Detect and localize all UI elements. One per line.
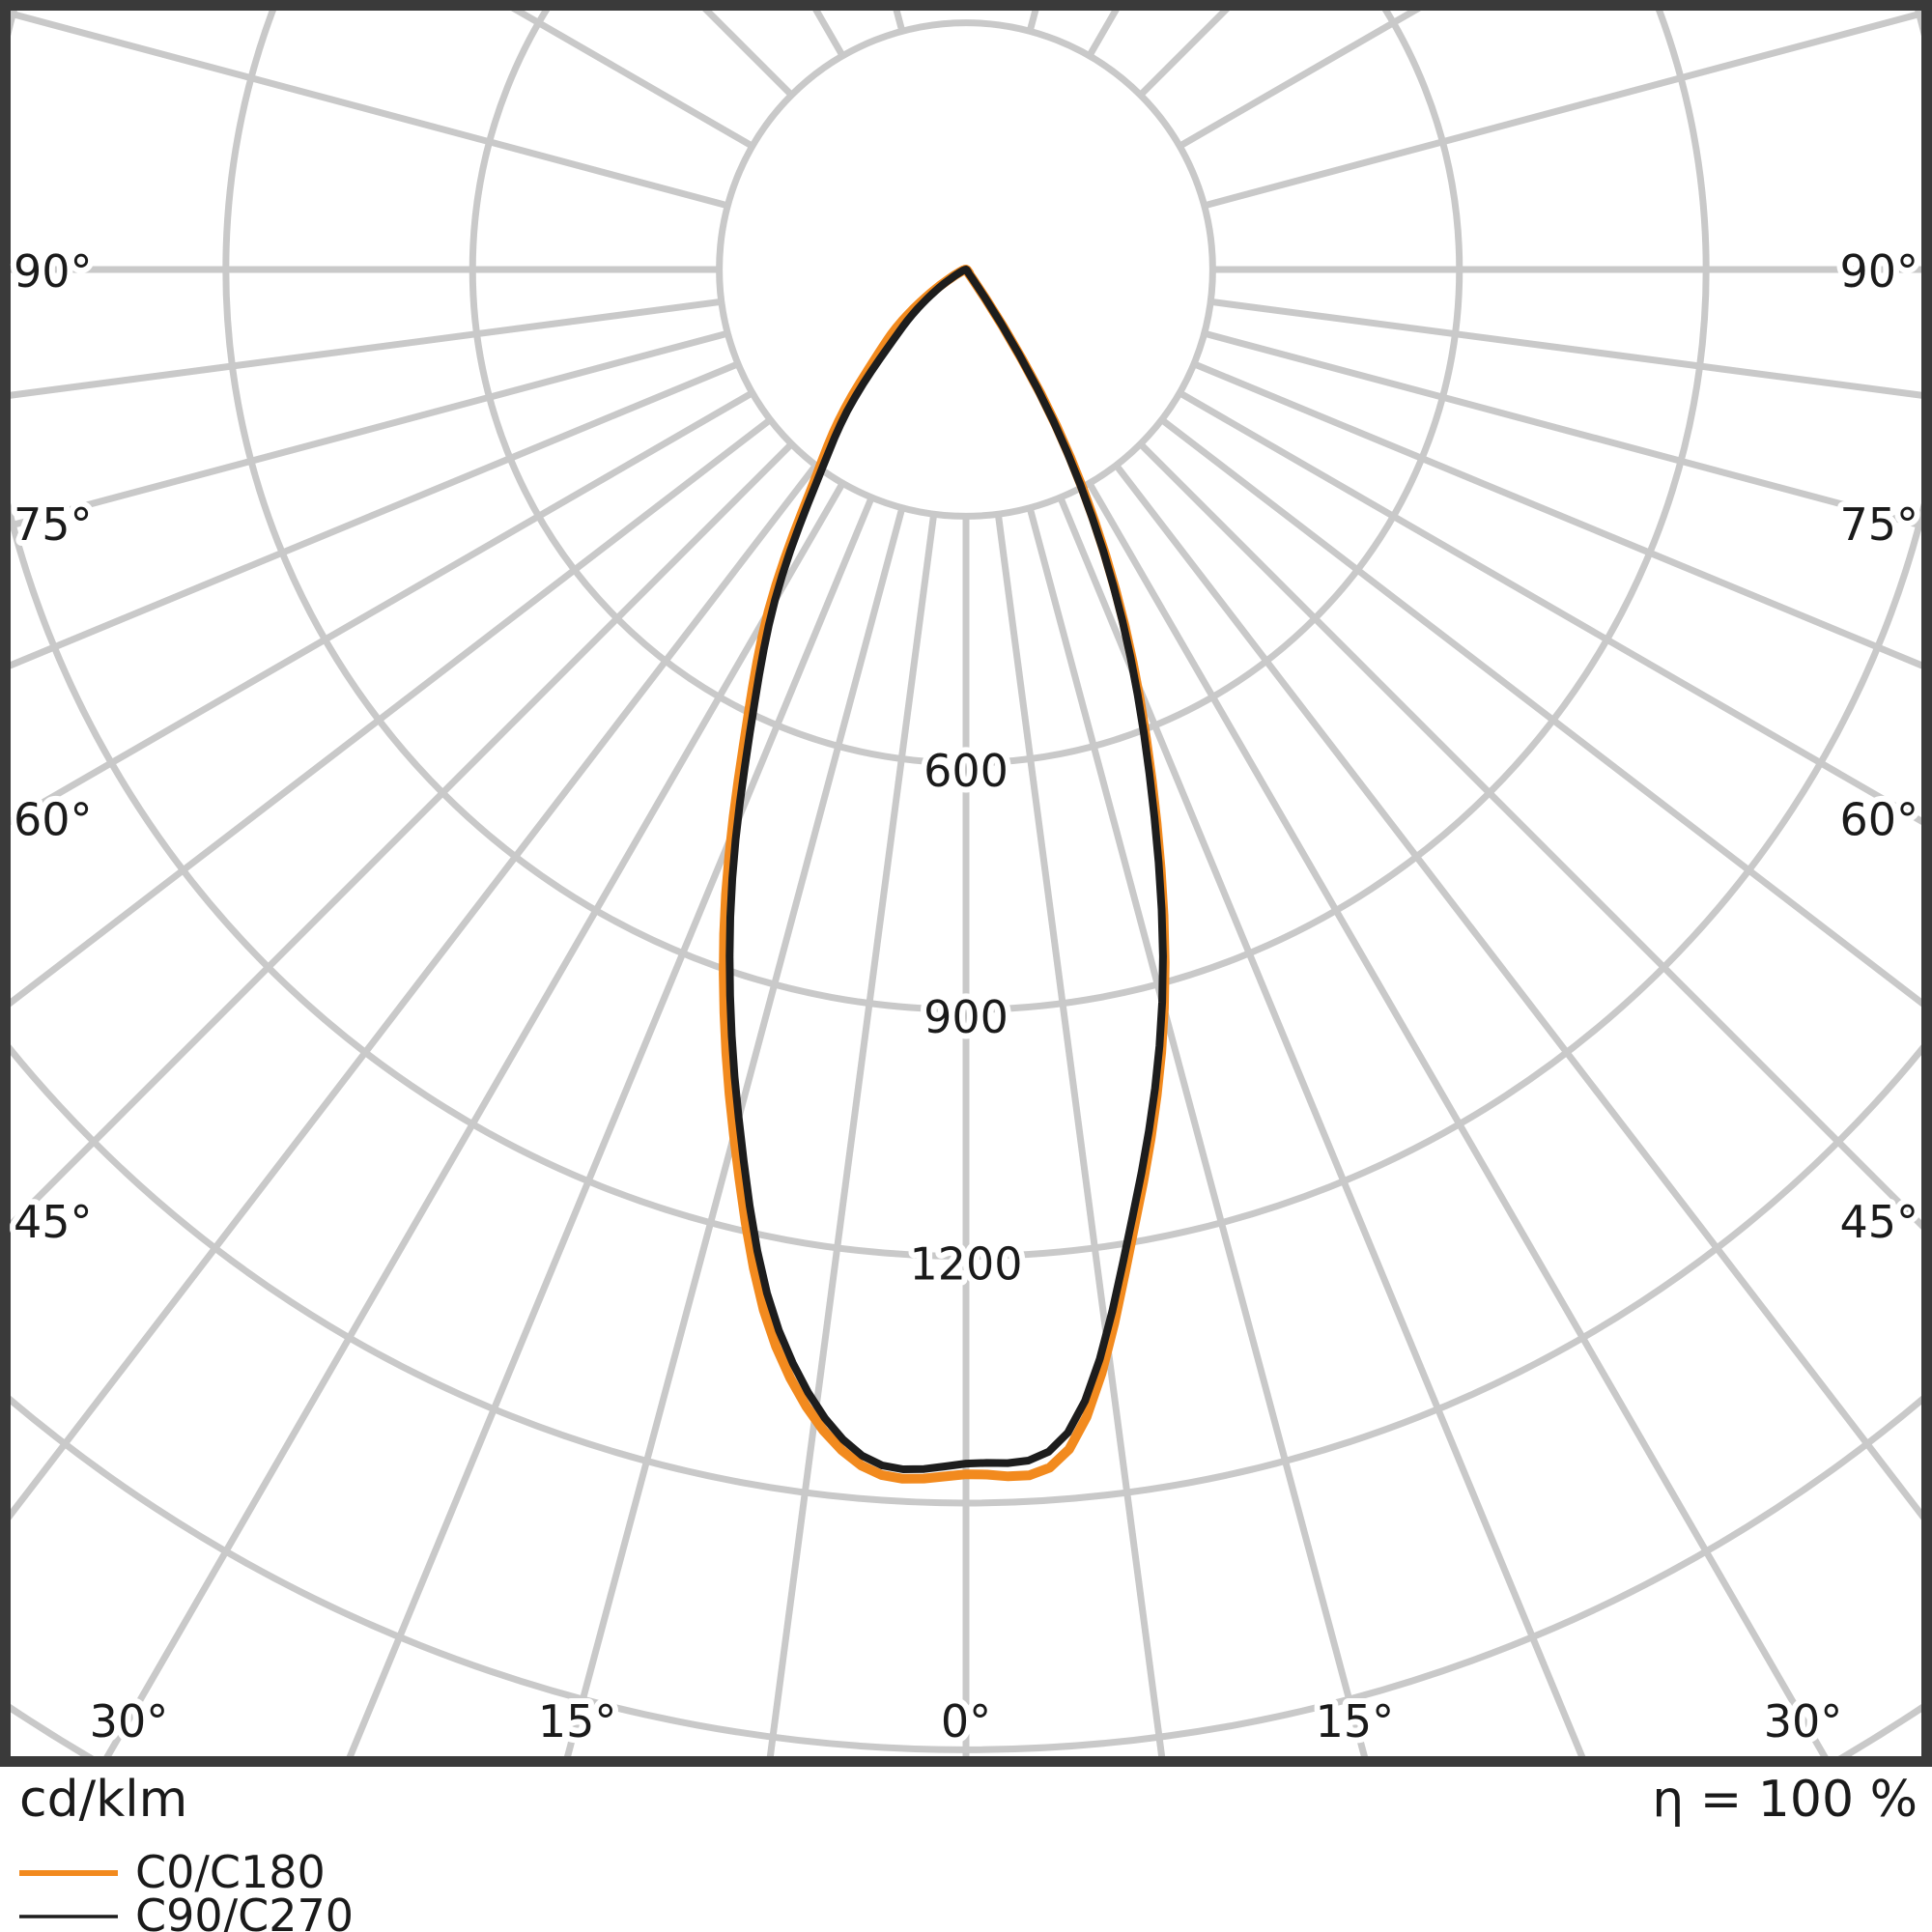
grid-spoke	[1113, 463, 1921, 1520]
grid-spoke	[1159, 416, 1921, 1008]
grid-spoke	[11, 416, 773, 1008]
grid-spoke	[103, 481, 846, 1756]
grid-spoke	[1178, 11, 1422, 150]
angle-tick-label-bottom: 15°	[1316, 1695, 1395, 1747]
angle-tick-label-left: 75°	[14, 498, 93, 551]
angle-tick-label-bottom: 30°	[1764, 1695, 1843, 1747]
angle-tick-label-left: 60°	[14, 793, 93, 845]
grid-spoke	[766, 513, 938, 1756]
frame-left	[0, 0, 11, 1767]
radial-tick-label: 600	[923, 745, 1009, 797]
grid-spoke	[1209, 298, 1921, 399]
angle-tick-label-left: 45°	[14, 1196, 93, 1248]
units-label: cd/klm	[19, 1771, 187, 1829]
grid-spoke	[1178, 389, 1921, 826]
grid-spoke	[1192, 360, 1921, 669]
grid-spoke	[1138, 441, 1921, 1230]
grid-spoke	[510, 11, 754, 150]
grid-spoke	[1057, 496, 1586, 1756]
grid-spoke	[564, 506, 906, 1756]
grid-spoke	[11, 298, 723, 399]
legend-label-c0-c180: C0/C180	[135, 1846, 326, 1898]
angle-tick-label-bottom: 15°	[538, 1695, 617, 1747]
curve-c90-c270	[725, 266, 1167, 1473]
angle-tick-label-bottom: 30°	[90, 1695, 169, 1747]
angle-tick-label-right: 75°	[1839, 498, 1918, 551]
grid-spoke	[11, 360, 740, 669]
grid-spoke	[994, 513, 1166, 1756]
grid-spoke	[11, 11, 729, 210]
intensity-curves	[719, 265, 1170, 1484]
angle-tick-label-left: 90°	[14, 245, 93, 298]
efficiency-label: η = 100 %	[1652, 1771, 1918, 1829]
grid-spoke	[11, 389, 754, 826]
frame-bottom	[0, 1756, 1932, 1767]
grid-spoke	[702, 11, 794, 98]
angle-tick-label-bottom: 0°	[941, 1695, 991, 1747]
radial-tick-label: 1200	[909, 1238, 1022, 1291]
grid-spoke	[1203, 329, 1921, 529]
frame-right	[1921, 0, 1932, 1767]
grid-spoke	[1203, 11, 1921, 210]
grid-spoke	[11, 463, 819, 1520]
grid-spoke	[11, 329, 729, 529]
frame-top	[0, 0, 1932, 11]
radial-tick-label: 900	[923, 991, 1009, 1043]
tick-labels: 600 900 1200 90° 90° 75° 75° 60° 60° 45° 45° 30° 15°…	[8, 240, 1924, 1753]
grid-spoke	[1086, 481, 1829, 1756]
plot-frame	[0, 0, 1932, 1767]
grid-spoke	[1138, 11, 1230, 98]
legend-label-c90-c270: C90/C270	[135, 1889, 354, 1932]
angle-tick-label-right: 90°	[1839, 245, 1918, 298]
grid-spoke	[1026, 506, 1368, 1756]
angle-tick-label-right: 45°	[1839, 1196, 1918, 1248]
grid-spoke	[11, 441, 794, 1230]
angle-tick-label-right: 60°	[1839, 793, 1918, 845]
